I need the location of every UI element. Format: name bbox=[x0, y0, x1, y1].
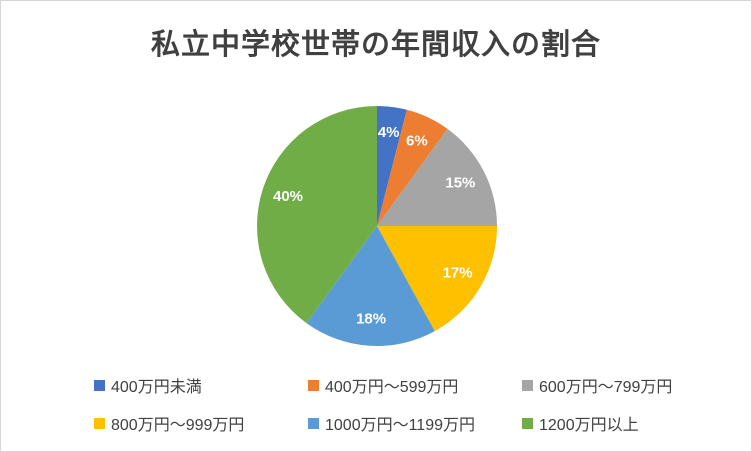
legend-item-2: 600万円～799万円 bbox=[522, 373, 736, 397]
pie-data-label-1: 6% bbox=[406, 132, 428, 149]
legend-swatch-icon bbox=[94, 379, 105, 391]
legend-label: 800万円～999万円 bbox=[111, 417, 245, 434]
pie-slice-5 bbox=[257, 106, 377, 324]
legend-label: 600万円～799万円 bbox=[539, 379, 673, 396]
legend-swatch-icon bbox=[308, 417, 319, 429]
legend-item-3: 800万円～999万円 bbox=[94, 411, 308, 435]
pie-data-label-4: 18% bbox=[356, 310, 386, 327]
legend-item-5: 1200万円以上 bbox=[522, 411, 736, 435]
legend-swatch-icon bbox=[308, 379, 319, 391]
pie-slice-2 bbox=[377, 128, 497, 226]
legend-item-0: 400万円未満 bbox=[94, 373, 308, 397]
legend-swatch-icon bbox=[94, 417, 105, 429]
legend-swatch-icon bbox=[522, 417, 533, 429]
pie-data-label-0: 4% bbox=[378, 124, 400, 141]
pie-slice-1 bbox=[377, 109, 448, 226]
chart-title: 私立中学校世帯の年間収入の割合 bbox=[150, 29, 601, 61]
pie-slice-4 bbox=[306, 226, 435, 346]
legend-item-1: 400万円～599万円 bbox=[308, 373, 522, 397]
pie-slice-0 bbox=[377, 106, 407, 226]
legend-label: 1000万円～1199万円 bbox=[325, 417, 476, 434]
legend-label: 400万円未満 bbox=[111, 379, 202, 396]
chart-legend: 400万円未満 400万円～599万円 600万円～799万円 800万円～999万円… bbox=[94, 373, 739, 435]
pie-data-label-5: 40% bbox=[273, 188, 303, 205]
legend-label: 400万円～599万円 bbox=[325, 379, 459, 396]
legend-item-4: 1000万円～1199万円 bbox=[308, 411, 522, 435]
pie-slice-3 bbox=[377, 226, 497, 332]
legend-label: 1200万円以上 bbox=[539, 417, 639, 434]
legend-swatch-icon bbox=[522, 379, 533, 391]
pie-data-label-2: 15% bbox=[445, 174, 475, 191]
pie-data-label-3: 17% bbox=[443, 265, 473, 282]
